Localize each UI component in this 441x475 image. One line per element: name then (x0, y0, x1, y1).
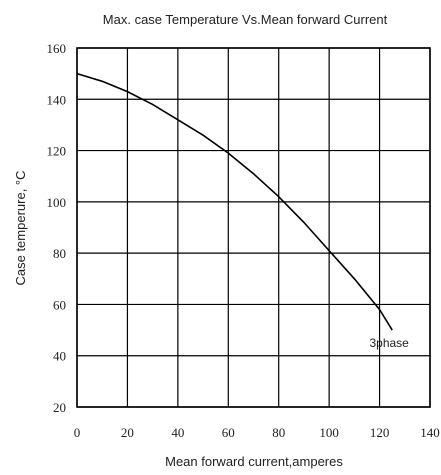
y-axis-label: Case temperure, °C (13, 170, 28, 285)
x-tick-label: 100 (319, 425, 339, 440)
x-tick-label: 120 (370, 425, 390, 440)
y-tick-label: 100 (47, 195, 67, 210)
y-tick-label: 20 (53, 400, 66, 415)
y-tick-label: 40 (53, 349, 66, 364)
x-tick-label: 80 (272, 425, 285, 440)
grid (76, 47, 431, 408)
y-tick-label: 160 (47, 41, 67, 56)
x-tick-label: 0 (74, 425, 81, 440)
y-tick-label: 140 (47, 92, 67, 107)
plot-frame (76, 47, 431, 408)
x-tick-label: 140 (420, 425, 440, 440)
y-tick-label: 120 (47, 144, 67, 159)
annotation-3phase: 3phase (369, 336, 409, 350)
y-tick-label: 60 (53, 297, 66, 312)
x-tick-label: 40 (171, 425, 184, 440)
x-tick-label: 20 (121, 425, 134, 440)
y-tick-label: 80 (53, 246, 66, 261)
chart-title: Max. case Temperature Vs.Mean forward Cu… (103, 12, 388, 27)
x-tick-label: 60 (222, 425, 235, 440)
tick-labels: 0 20 40 60 80 100 120 140 20 40 60 80 100 120 140 160 (47, 41, 440, 440)
x-axis-label: Mean forward current,amperes (165, 454, 343, 469)
series-line-3phase (76, 72, 393, 331)
